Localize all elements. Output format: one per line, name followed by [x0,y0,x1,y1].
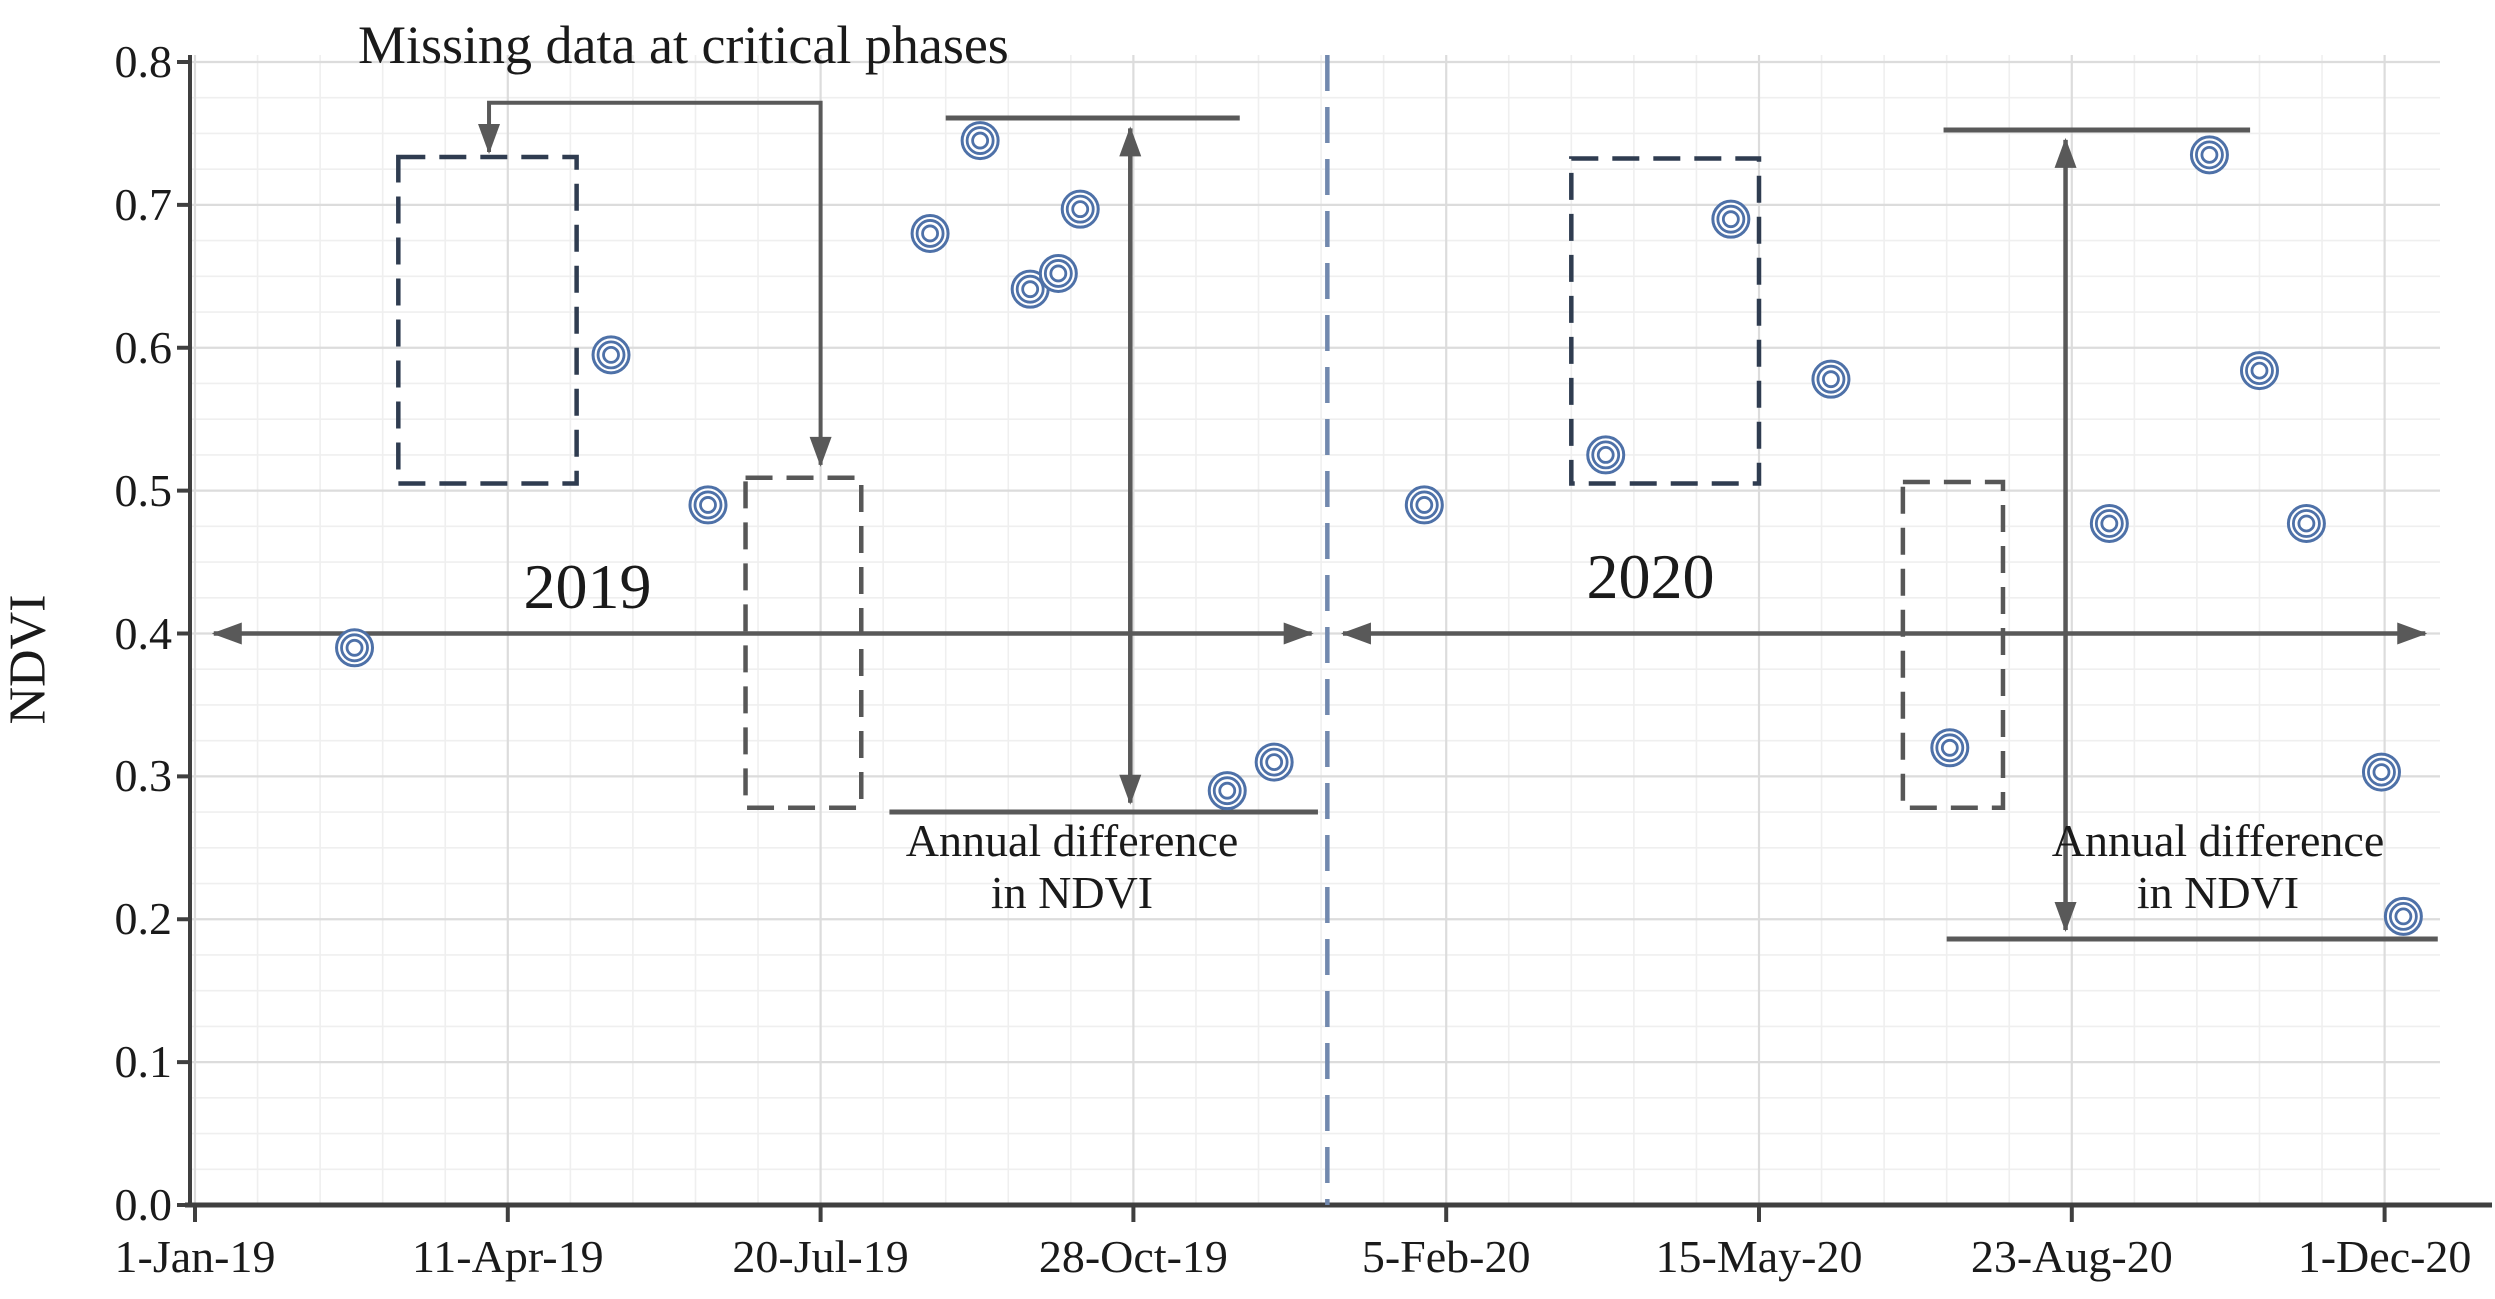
data-point-marker [688,485,728,525]
y-axis-title: NDVI [0,594,57,725]
data-point-marker [1586,435,1626,475]
data-point-marker [2189,135,2229,175]
box-2019-spring [396,154,579,486]
year-label-2020: 2020 [1586,541,1715,612]
box-2020-spring [1569,156,1762,486]
box-2020-summer [1900,479,2006,811]
data-point-marker [910,213,950,253]
x-tick-label: 1-Jan-19 [114,1231,276,1282]
y-tick-label: 0.6 [114,321,173,373]
data-point-marker [1060,189,1100,229]
y-tick-label: 0.3 [114,750,173,802]
y-tick-label: 0.5 [114,464,173,516]
data-point-marker [335,628,375,668]
data-point-marker [2239,351,2279,391]
chart-title: Missing data at critical phases [358,15,1009,75]
data-point-marker [1711,199,1751,239]
year-label-2019: 2019 [523,551,652,622]
data-point-marker [1930,728,1970,768]
x-tick-label: 23-Aug-20 [1970,1231,2173,1282]
data-point-marker [2089,503,2129,543]
data-point-marker [1010,269,1050,309]
data-point-marker [1207,771,1247,811]
x-tick-label: 28-Oct-19 [1038,1231,1228,1282]
missing-data-pointer-connector [478,100,832,467]
data-point-marker [1404,485,1444,525]
data-point-marker [960,121,1000,161]
annual-difference-label-2020: Annual difference in NDVI [2018,815,2418,918]
annual-difference-line1: Annual difference [2051,815,2385,866]
x-tick-label: 15-May-20 [1655,1231,1863,1282]
annual-difference-line2: in NDVI [990,866,1154,918]
y-tick-label: 0.1 [114,1036,173,1088]
x-tick-label: 20-Jul-19 [732,1231,909,1282]
data-point-marker [1811,359,1851,399]
data-point-marker [2361,752,2401,792]
y-tick-label: 0.8 [114,36,173,87]
y-tick-label: 0.4 [114,607,173,659]
annual-difference-line2: in NDVI [2136,866,2300,918]
data-point-marker [1038,253,1078,293]
data-point-marker [2383,896,2423,936]
data-point-marker [1254,742,1294,782]
annual-difference-line1: Annual difference [905,815,1239,866]
annual-difference-label-2019: Annual difference in NDVI [872,815,1272,918]
x-tick-label: 1-Dec-20 [2297,1231,2472,1282]
data-point-marker [2286,503,2326,543]
data-point-marker [591,335,631,375]
y-tick-label: 0.7 [114,178,173,230]
y-tick-label: 0.2 [114,893,173,945]
box-2019-summer [743,475,864,811]
y-tick-label: 0.0 [114,1179,173,1230]
x-tick-label: 11-Apr-19 [412,1231,604,1282]
x-tick-label: 5-Feb-20 [1361,1231,1531,1282]
